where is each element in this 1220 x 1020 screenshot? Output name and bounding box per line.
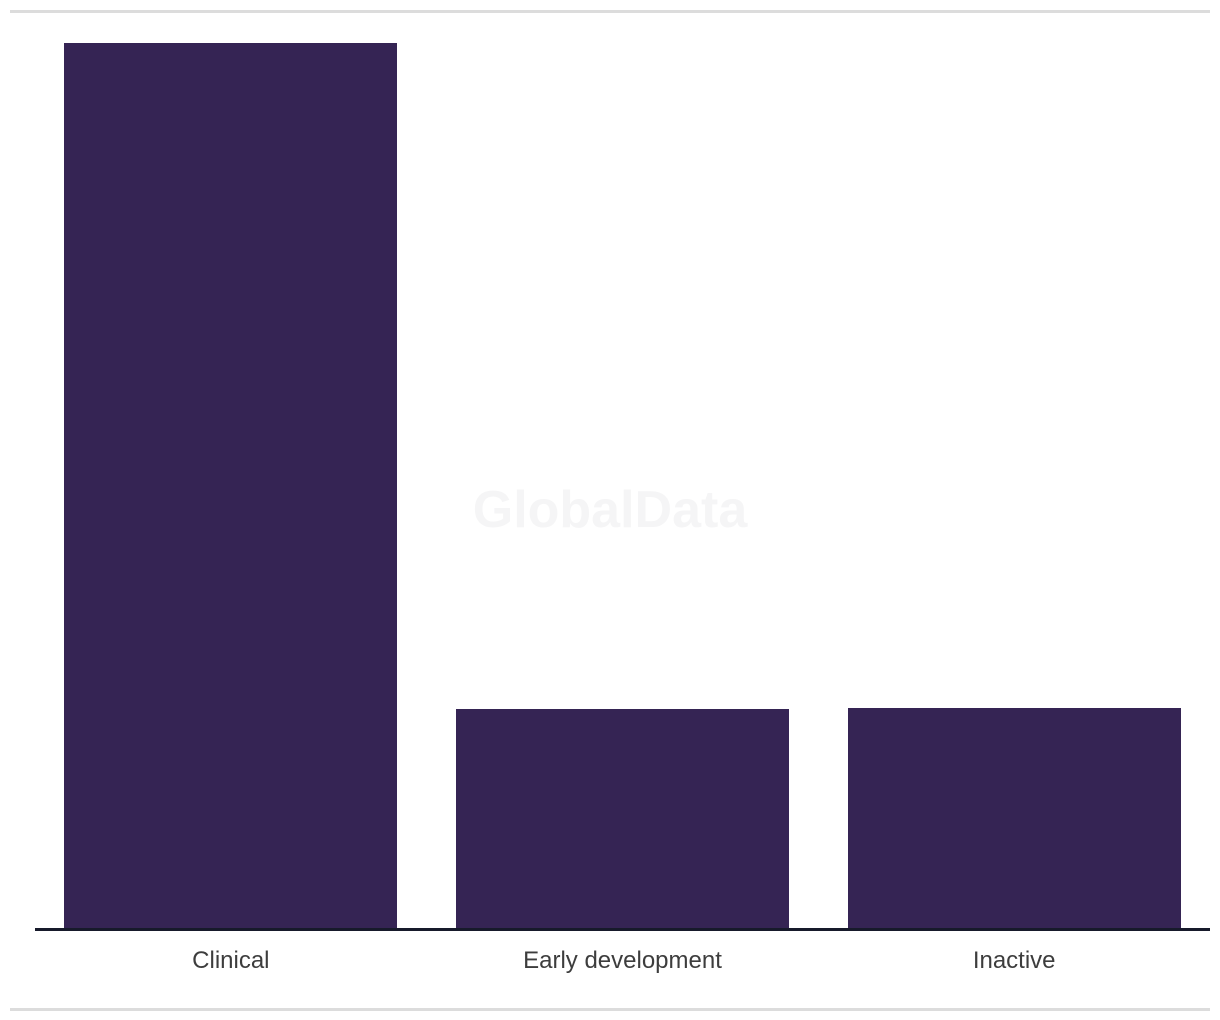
x-axis-labels: Clinical Early development Inactive xyxy=(35,947,1210,975)
x-axis-label-inactive: Inactive xyxy=(972,947,1056,974)
bottom-divider xyxy=(10,1008,1210,1011)
x-axis-line xyxy=(35,928,1210,931)
bar-slot xyxy=(35,43,427,928)
x-axis-label-clinical: Clinical xyxy=(192,947,270,974)
bar-clinical xyxy=(64,43,398,928)
bar-inactive xyxy=(847,708,1181,928)
x-axis-label-early-development: Early development xyxy=(523,947,722,974)
bar-early-development xyxy=(456,709,789,928)
bar-slot xyxy=(427,43,819,928)
top-divider xyxy=(10,10,1210,13)
bar-slot xyxy=(818,43,1210,928)
bar-chart-plot-area xyxy=(35,43,1210,928)
